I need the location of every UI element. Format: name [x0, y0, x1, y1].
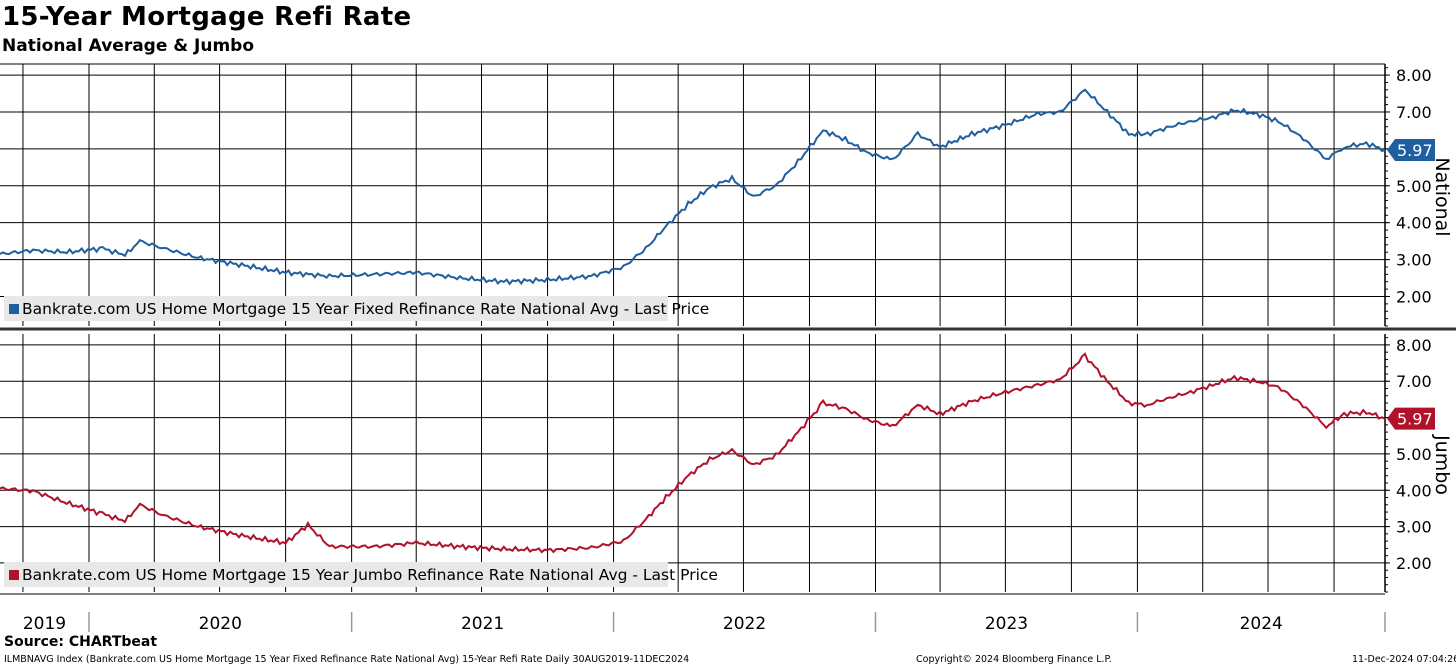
y-tick-label: 5.00: [1396, 445, 1432, 464]
legend-box: [4, 562, 668, 587]
legend-swatch: [9, 570, 19, 580]
year-label: 2019: [23, 614, 66, 634]
legend-box: [4, 296, 668, 321]
y-tick-label: 7.00: [1396, 372, 1432, 391]
national-last-value: 5.97: [1397, 141, 1433, 160]
jumbo-series-line: [0, 352, 1386, 554]
year-label: 2023: [985, 614, 1028, 634]
copyright-note: Copyright© 2024 Bloomberg Finance L.P.: [916, 654, 1112, 665]
year-label: 2024: [1240, 614, 1283, 634]
legend-label: Bankrate.com US Home Mortgage 15 Year Ju…: [22, 566, 718, 584]
y-tick-label: 8.00: [1396, 66, 1432, 85]
year-label: 2021: [461, 614, 504, 634]
legend-swatch: [9, 304, 19, 314]
jumbo-last-value: 5.97: [1397, 410, 1433, 429]
y-tick-label: 2.00: [1396, 287, 1432, 306]
year-label: 2022: [723, 614, 766, 634]
y-tick-label: 3.00: [1396, 251, 1432, 270]
y-tick-label: 3.00: [1396, 518, 1432, 537]
legend-label: Bankrate.com US Home Mortgage 15 Year Fi…: [22, 300, 709, 318]
y-tick-label: 7.00: [1396, 103, 1432, 122]
national-axis-label: National: [1431, 157, 1453, 236]
year-label: 2020: [199, 614, 242, 634]
index-note: ILMBNAVG Index (Bankrate.com US Home Mor…: [4, 654, 690, 665]
y-tick-label: 5.00: [1396, 177, 1432, 196]
y-tick-label: 4.00: [1396, 214, 1432, 233]
national-series-line: [0, 88, 1386, 286]
y-tick-label: 2.00: [1396, 554, 1432, 573]
national-panel: 2.003.004.005.006.007.008.005.97National…: [0, 64, 1453, 327]
jumbo-panel: 2.003.004.005.006.007.008.005.97JumboBan…: [0, 334, 1453, 593]
y-tick-label: 8.00: [1396, 336, 1432, 355]
chart-subtitle: National Average & Jumbo: [2, 36, 255, 56]
chart-title: 15-Year Mortgage Refi Rate: [2, 2, 412, 32]
national-last-value-tag: [1387, 138, 1435, 161]
jumbo-axis-label: Jumbo: [1431, 434, 1453, 495]
y-tick-label: 4.00: [1396, 481, 1432, 500]
jumbo-last-value-tag: [1387, 407, 1435, 430]
timestamp-note: 11-Dec-2024 07:04:26: [1352, 654, 1456, 665]
source-note: Source: CHARTbeat: [4, 634, 158, 650]
